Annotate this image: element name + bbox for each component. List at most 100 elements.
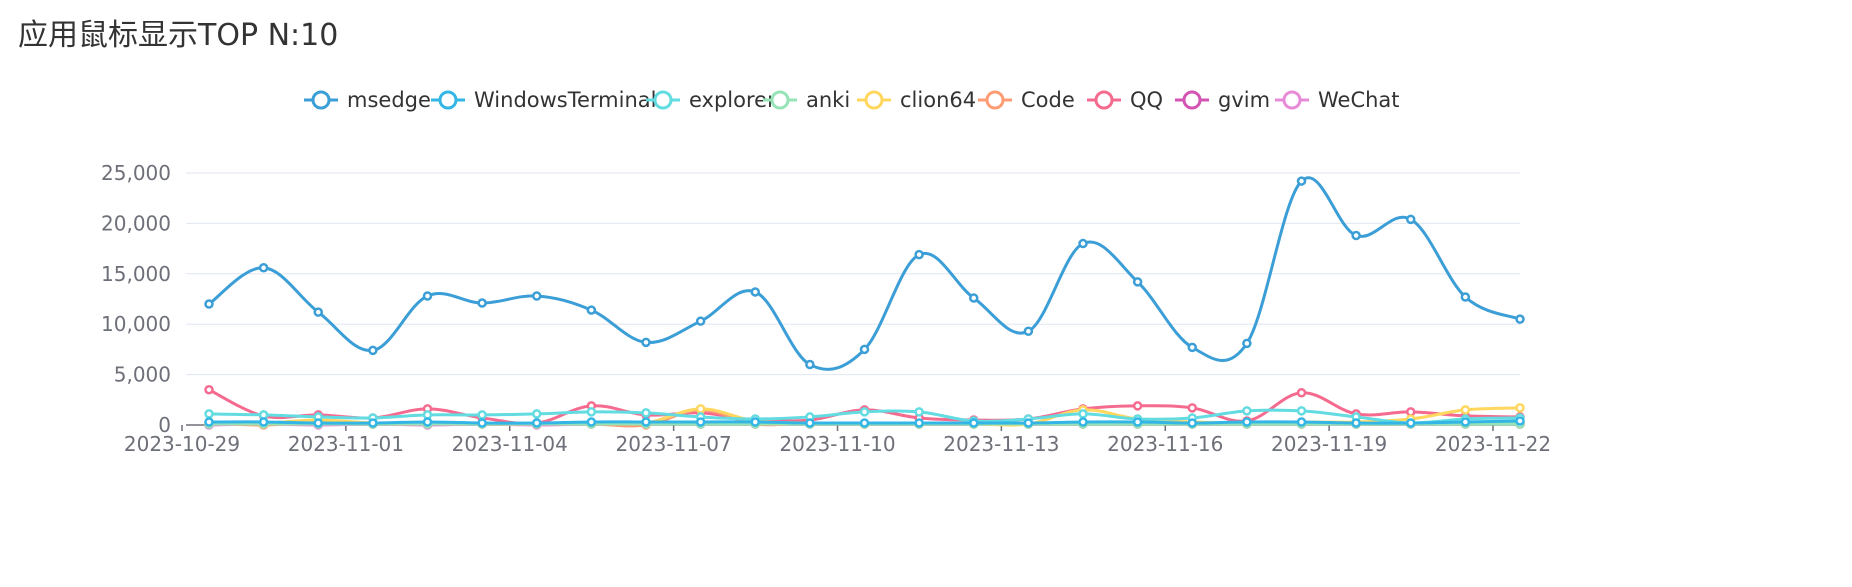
data-point-explorer[interactable] bbox=[1242, 406, 1252, 416]
legend-label: clion64 bbox=[900, 88, 976, 112]
data-point-explorer[interactable] bbox=[859, 407, 870, 417]
data-point-WindowsTerminal[interactable] bbox=[1187, 418, 1197, 428]
data-point-msedge[interactable] bbox=[1023, 326, 1034, 337]
data-point-WindowsTerminal[interactable] bbox=[695, 417, 706, 427]
legend-item-QQ[interactable]: QQ bbox=[1087, 88, 1163, 112]
data-point-msedge[interactable] bbox=[1187, 342, 1197, 353]
y-tick-label: 25,000 bbox=[101, 161, 171, 185]
data-point-msedge[interactable] bbox=[1460, 292, 1471, 302]
x-tick-label: 2023-11-07 bbox=[616, 432, 732, 456]
data-point-clion64[interactable] bbox=[1460, 405, 1471, 415]
chart-title: 应用鼠标显示TOP N:10 bbox=[18, 18, 339, 53]
data-point-explorer[interactable] bbox=[1078, 409, 1088, 419]
data-point-WindowsTerminal[interactable] bbox=[1078, 417, 1088, 427]
legend-label: WindowsTerminal bbox=[474, 88, 657, 112]
y-tick-label: 5,000 bbox=[114, 363, 171, 387]
data-point-msedge[interactable] bbox=[914, 249, 924, 260]
data-point-msedge[interactable] bbox=[1351, 230, 1361, 241]
data-point-WindowsTerminal[interactable] bbox=[477, 418, 487, 428]
series-msedge bbox=[204, 176, 1525, 371]
data-point-msedge[interactable] bbox=[1078, 238, 1088, 249]
data-point-QQ[interactable] bbox=[204, 384, 214, 395]
x-tick-label: 2023-11-04 bbox=[452, 432, 568, 456]
data-point-WindowsTerminal[interactable] bbox=[1296, 417, 1307, 427]
data-point-msedge[interactable] bbox=[805, 359, 815, 370]
data-point-msedge[interactable] bbox=[204, 299, 214, 309]
legend-item-explorer[interactable]: explorer bbox=[646, 88, 776, 112]
legend-marker bbox=[1182, 90, 1202, 110]
data-point-WindowsTerminal[interactable] bbox=[1132, 417, 1143, 427]
data-point-explorer[interactable] bbox=[1296, 406, 1307, 416]
data-point-explorer[interactable] bbox=[532, 409, 542, 419]
data-point-WindowsTerminal[interactable] bbox=[1242, 417, 1252, 427]
data-point-WindowsTerminal[interactable] bbox=[859, 418, 870, 428]
legend-item-clion64[interactable]: clion64 bbox=[857, 88, 976, 112]
data-point-WindowsTerminal[interactable] bbox=[532, 418, 542, 428]
x-tick-label: 2023-11-22 bbox=[1435, 432, 1551, 456]
data-point-WindowsTerminal[interactable] bbox=[258, 417, 269, 427]
data-point-WindowsTerminal[interactable] bbox=[422, 417, 433, 427]
data-point-WindowsTerminal[interactable] bbox=[313, 418, 323, 428]
data-point-WindowsTerminal[interactable] bbox=[1351, 418, 1361, 428]
data-point-WindowsTerminal[interactable] bbox=[1406, 418, 1416, 428]
legend-label: WeChat bbox=[1318, 88, 1400, 112]
data-point-WindowsTerminal[interactable] bbox=[641, 417, 651, 427]
y-tick-label: 15,000 bbox=[101, 262, 171, 286]
data-point-msedge[interactable] bbox=[586, 305, 597, 315]
data-point-msedge[interactable] bbox=[1406, 214, 1416, 225]
data-point-clion64[interactable] bbox=[1515, 403, 1525, 413]
legend-marker bbox=[311, 90, 331, 110]
data-point-WindowsTerminal[interactable] bbox=[914, 418, 924, 428]
series-group bbox=[204, 176, 1525, 430]
x-tick-label: 2023-11-16 bbox=[1107, 432, 1223, 456]
data-point-explorer[interactable] bbox=[586, 407, 597, 417]
data-point-WindowsTerminal[interactable] bbox=[204, 417, 214, 427]
data-point-msedge[interactable] bbox=[313, 307, 323, 317]
y-axis-labels: 0 5,000 10,000 15,000 20,000 25,000 bbox=[101, 161, 171, 437]
data-point-msedge[interactable] bbox=[969, 293, 979, 303]
data-point-msedge[interactable] bbox=[1242, 338, 1252, 349]
data-point-QQ[interactable] bbox=[1187, 403, 1197, 413]
data-point-msedge[interactable] bbox=[1296, 176, 1307, 186]
data-point-msedge[interactable] bbox=[641, 337, 651, 348]
data-point-msedge[interactable] bbox=[368, 345, 378, 356]
data-point-msedge[interactable] bbox=[1132, 277, 1143, 287]
legend-label: msedge bbox=[347, 88, 431, 112]
series-WindowsTerminal bbox=[204, 416, 1525, 428]
data-point-WindowsTerminal[interactable] bbox=[586, 417, 597, 427]
data-point-QQ[interactable] bbox=[1296, 387, 1307, 398]
data-point-WindowsTerminal[interactable] bbox=[805, 418, 815, 428]
data-point-WindowsTerminal[interactable] bbox=[1023, 418, 1034, 428]
data-point-clion64[interactable] bbox=[695, 404, 706, 414]
legend-item-WindowsTerminal[interactable]: WindowsTerminal bbox=[431, 88, 657, 112]
data-point-msedge[interactable] bbox=[477, 298, 487, 308]
data-point-WindowsTerminal[interactable] bbox=[1460, 417, 1471, 427]
legend-label: QQ bbox=[1130, 88, 1163, 112]
data-point-WindowsTerminal[interactable] bbox=[969, 418, 979, 428]
data-point-msedge[interactable] bbox=[258, 263, 269, 273]
data-point-msedge[interactable] bbox=[750, 287, 760, 297]
data-point-msedge[interactable] bbox=[532, 291, 542, 301]
legend-marker bbox=[438, 90, 458, 110]
data-point-explorer[interactable] bbox=[914, 407, 924, 417]
legend-item-gvim[interactable]: gvim bbox=[1175, 88, 1270, 112]
legend-item-Code[interactable]: Code bbox=[978, 88, 1075, 112]
data-point-msedge[interactable] bbox=[422, 291, 433, 301]
data-point-explorer[interactable] bbox=[477, 410, 487, 420]
data-point-explorer[interactable] bbox=[641, 408, 651, 418]
x-tick-label: 2023-11-10 bbox=[779, 432, 895, 456]
data-point-msedge[interactable] bbox=[1515, 314, 1525, 324]
legend-item-anki[interactable]: anki bbox=[763, 88, 850, 112]
legend-item-msedge[interactable]: msedge bbox=[304, 88, 431, 112]
data-point-msedge[interactable] bbox=[859, 344, 870, 355]
data-point-msedge[interactable] bbox=[695, 316, 706, 326]
legend-marker bbox=[985, 90, 1005, 110]
data-point-WindowsTerminal[interactable] bbox=[750, 417, 760, 427]
data-point-WindowsTerminal[interactable] bbox=[1515, 416, 1525, 426]
legend-item-WeChat[interactable]: WeChat bbox=[1275, 88, 1400, 112]
data-point-QQ[interactable] bbox=[1132, 401, 1143, 411]
data-point-explorer[interactable] bbox=[204, 409, 214, 419]
data-point-WindowsTerminal[interactable] bbox=[368, 418, 378, 428]
